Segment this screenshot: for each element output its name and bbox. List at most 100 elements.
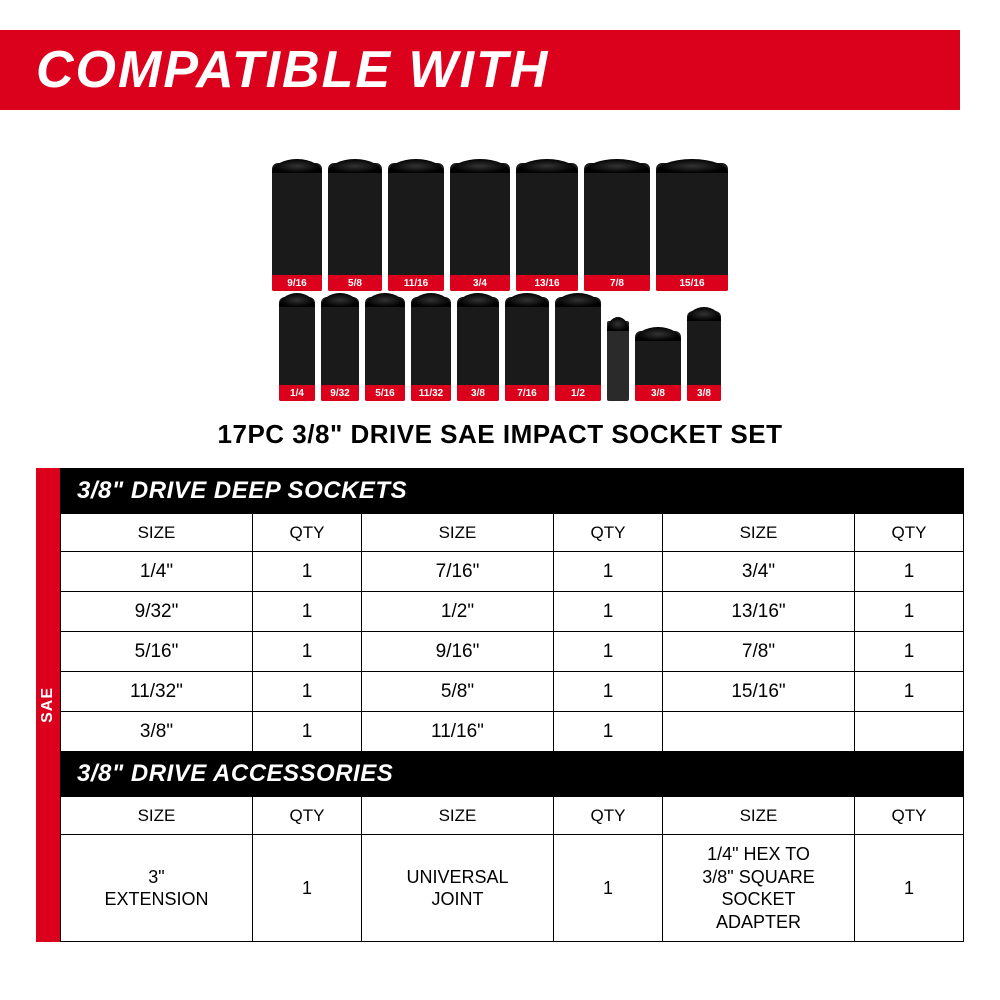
table-cell [855, 712, 964, 752]
socket-size-band: 3/4 [450, 275, 510, 291]
table-cell: 1 [554, 592, 663, 632]
table-cell: 1 [253, 672, 362, 712]
socket-size-band: 7/8 [584, 275, 650, 291]
socket-size-band: 5/8 [328, 275, 382, 291]
table-row: 3"EXTENSION1UNIVERSALJOINT11/4" HEX TO3/… [61, 835, 964, 942]
col-header-size: SIZE [362, 797, 554, 835]
table-cell: 15/16" [663, 672, 855, 712]
socket-icon: 11/16 [388, 163, 444, 291]
socket-top-row: 9/16 5/8 11/16 3/4 13/16 7/8 15/16 [272, 163, 728, 291]
table-cell: 1/4" HEX TO3/8" SQUARESOCKETADAPTER [663, 835, 855, 942]
col-header-size: SIZE [663, 514, 855, 552]
socket-size-band: 1/2 [555, 385, 601, 401]
table-cell: 3"EXTENSION [61, 835, 253, 942]
socket-icon: 15/16 [656, 163, 728, 291]
table-cell: 5/16" [61, 632, 253, 672]
socket-icon: 9/32 [321, 297, 359, 401]
socket-icon: 3/8 [635, 331, 681, 401]
product-title: 17PC 3/8" DRIVE SAE IMPACT SOCKET SET [218, 419, 783, 450]
table-cell: 1 [554, 632, 663, 672]
socket-size-band: 3/8 [457, 385, 499, 401]
socket-icon: 3/4 [450, 163, 510, 291]
table-cell: 1 [554, 672, 663, 712]
socket-icon: 1/2 [555, 297, 601, 401]
section-header-sockets: 3/8" DRIVE DEEP SOCKETS [61, 469, 964, 514]
socket-icon: 11/32 [411, 297, 451, 401]
spec-table: 3/8" DRIVE DEEP SOCKETSSIZEQTYSIZEQTYSIZ… [60, 468, 964, 942]
spec-table-container: SAE 3/8" DRIVE DEEP SOCKETSSIZEQTYSIZEQT… [36, 468, 964, 942]
table-cell: 1 [253, 632, 362, 672]
table-row: 9/32"11/2"113/16"1 [61, 592, 964, 632]
col-header-qty: QTY [253, 797, 362, 835]
table-cell: 11/16" [362, 712, 554, 752]
table-cell: 9/16" [362, 632, 554, 672]
table-cell: 3/8" [61, 712, 253, 752]
socket-icon: 3/8 [457, 297, 499, 401]
table-cell [663, 712, 855, 752]
table-cell: UNIVERSALJOINT [362, 835, 554, 942]
table-row: 11/32"15/8"115/16"1 [61, 672, 964, 712]
table-cell: 3/4" [663, 552, 855, 592]
socket-size-band: 1/4 [279, 385, 315, 401]
col-header-size: SIZE [663, 797, 855, 835]
socket-size-band: 3/8 [635, 385, 681, 401]
table-cell: 1 [253, 835, 362, 942]
socket-icon: 5/8 [328, 163, 382, 291]
socket-rows: 9/16 5/8 11/16 3/4 13/16 7/8 15/16 1/4 9/32 5/16… [272, 163, 728, 401]
table-cell: 1 [253, 712, 362, 752]
socket-icon: 7/8 [584, 163, 650, 291]
table-cell: 11/32" [61, 672, 253, 712]
table-cell: 1 [253, 592, 362, 632]
col-header-qty: QTY [554, 797, 663, 835]
table-cell: 13/16" [663, 592, 855, 632]
socket-size-band: 15/16 [656, 275, 728, 291]
table-cell: 7/8" [663, 632, 855, 672]
socket-size-band: 9/16 [272, 275, 322, 291]
socket-size-band: 9/32 [321, 385, 359, 401]
table-cell: 1 [253, 552, 362, 592]
header-bar: COMPATIBLE WITH [0, 30, 960, 110]
col-header-size: SIZE [61, 797, 253, 835]
col-header-size: SIZE [61, 514, 253, 552]
table-cell: 1 [554, 712, 663, 752]
table-cell: 1/4" [61, 552, 253, 592]
table-cell: 1 [855, 552, 964, 592]
socket-icon: 1/4 [279, 297, 315, 401]
table-cell: 7/16" [362, 552, 554, 592]
socket-icon: 3/8 [687, 311, 721, 401]
sae-tab: SAE [36, 468, 60, 942]
header-title: COMPATIBLE WITH [36, 40, 549, 100]
table-row: 5/16"19/16"17/8"1 [61, 632, 964, 672]
table-cell: 1 [855, 592, 964, 632]
col-header-size: SIZE [362, 514, 554, 552]
table-row: 3/8"111/16"1 [61, 712, 964, 752]
table-cell: 1 [554, 835, 663, 942]
table-cell: 1 [855, 632, 964, 672]
socket-icon: 5/16 [365, 297, 405, 401]
table-row: 1/4"17/16"13/4"1 [61, 552, 964, 592]
socket-icon [607, 321, 629, 401]
table-cell: 1/2" [362, 592, 554, 632]
socket-icon: 9/16 [272, 163, 322, 291]
section-header-accessories: 3/8" DRIVE ACCESSORIES [61, 752, 964, 797]
table-cell: 5/8" [362, 672, 554, 712]
socket-bottom-row: 1/4 9/32 5/16 11/32 3/8 7/16 1/2 3/8 3/8 [279, 297, 721, 401]
socket-icon: 13/16 [516, 163, 578, 291]
table-cell: 9/32" [61, 592, 253, 632]
col-header-qty: QTY [855, 514, 964, 552]
product-image-area: 9/16 5/8 11/16 3/4 13/16 7/8 15/16 1/4 9/32 5/16… [0, 130, 1000, 450]
socket-size-band: 7/16 [505, 385, 549, 401]
table-cell: 1 [554, 552, 663, 592]
socket-size-band: 11/16 [388, 275, 444, 291]
col-header-qty: QTY [855, 797, 964, 835]
col-header-qty: QTY [554, 514, 663, 552]
sae-label: SAE [39, 687, 57, 723]
socket-size-band: 11/32 [411, 385, 451, 401]
socket-icon: 7/16 [505, 297, 549, 401]
col-header-qty: QTY [253, 514, 362, 552]
table-cell: 1 [855, 672, 964, 712]
socket-size-band: 13/16 [516, 275, 578, 291]
socket-size-band: 3/8 [687, 385, 721, 401]
table-cell: 1 [855, 835, 964, 942]
socket-size-band: 5/16 [365, 385, 405, 401]
